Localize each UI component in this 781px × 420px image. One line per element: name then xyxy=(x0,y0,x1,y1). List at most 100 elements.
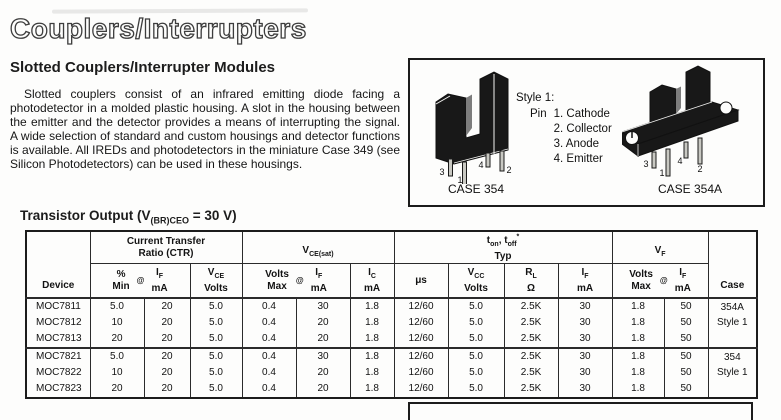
table-cell: 50 xyxy=(663,346,709,365)
table-cell: 0.4 xyxy=(241,314,296,331)
table-row: MOC7811 5.0 20 5.0 0.4 30 1.8 12/60 5.0 … xyxy=(26,296,758,348)
table-cell: 1.8 xyxy=(349,330,395,348)
table-cell: 30 xyxy=(557,296,613,315)
table-cell: 12/60 xyxy=(393,314,449,331)
table-cell: 12/60 xyxy=(393,330,449,348)
table-cell: 5.0 xyxy=(189,364,242,381)
table-cell: 30 xyxy=(557,314,613,331)
device-name: MOC7811 xyxy=(26,296,90,315)
table-cell: 2.5K xyxy=(503,364,559,381)
page-title: Couplers/Interrupters xyxy=(9,12,307,44)
col-header-ic: IC mA xyxy=(349,263,395,299)
col-header-rl: RL Ω xyxy=(503,263,559,299)
table-cell: 2.5K xyxy=(503,380,559,398)
table-cell: 5.0 xyxy=(89,346,144,365)
slotted-coupler-icon: 3 1 4 2 xyxy=(435,71,512,186)
table-cell: 5.0 xyxy=(189,314,242,331)
table-cell: 0.4 xyxy=(241,346,296,365)
slotted-coupler-flange-icon: 3 1 4 2 xyxy=(620,65,740,178)
col-header-vcc: VCC Volts xyxy=(447,263,505,299)
table-cell: 0.4 xyxy=(241,296,296,315)
table-cell: 1.8 xyxy=(611,364,665,381)
table-cell: 30 xyxy=(557,364,613,381)
pin-item: 3. Anode xyxy=(553,138,600,150)
table-cell: 1.8 xyxy=(349,364,395,381)
table-cell: 5.0 xyxy=(447,314,505,331)
table-cell: 5.0 xyxy=(447,330,505,348)
table-cell: 5.0 xyxy=(89,296,144,315)
table-cell: 2.5K xyxy=(503,314,559,331)
table-cell: 5.0 xyxy=(447,380,505,398)
table-cell: 20 xyxy=(295,314,350,331)
table-cell: 20 xyxy=(295,330,350,348)
table-cell: 50 xyxy=(663,314,709,331)
pin-number: 1 xyxy=(659,168,664,178)
table-cell: 1.8 xyxy=(611,346,665,365)
intro-paragraph: Slotted couplers consist of an infrared … xyxy=(10,87,400,172)
pin-number: 1 xyxy=(457,175,462,184)
pin-number: 4 xyxy=(478,160,483,170)
transistor-output-table: Device Current Transfer Ratio (CTR) VCE(s… xyxy=(25,230,759,399)
case-group-cell: 354 Style 1 xyxy=(707,346,758,398)
next-section-box xyxy=(408,402,753,420)
table-cell: 10 xyxy=(89,364,144,381)
table-row: MOC7821 5.0 20 5.0 0.4 30 1.8 12/60 5.0 … xyxy=(26,346,758,398)
table-cell: 1.8 xyxy=(349,296,395,315)
pin-number: 2 xyxy=(506,165,511,175)
col-header-us: μs xyxy=(393,263,449,299)
pin-item: 4. Emitter xyxy=(553,153,603,165)
table-cell: 12/60 xyxy=(393,380,449,398)
table-cell: 20 xyxy=(143,296,190,315)
table-cell: 20 xyxy=(89,380,144,398)
case-354-label: CASE 354 xyxy=(447,182,505,196)
table-cell: 12/60 xyxy=(393,364,449,381)
table-cell: 50 xyxy=(663,380,709,398)
table-cell: 1.8 xyxy=(349,380,395,398)
table-row: MOC7812 10 20 5.0 0.4 20 1.8 12/60 5.0 2… xyxy=(26,314,757,331)
table-cell: 50 xyxy=(663,364,709,381)
table-cell: 0.4 xyxy=(241,380,296,398)
pin-number: 3 xyxy=(439,167,444,177)
table-cell: 20 xyxy=(295,364,350,381)
case-354a-drawing: 3 1 4 2 xyxy=(620,64,758,189)
table-row: MOC7813 20 20 5.0 0.4 20 1.8 12/60 5.0 2… xyxy=(26,330,757,348)
col-header-device: Device xyxy=(26,231,90,299)
table-cell: 1.8 xyxy=(349,314,395,331)
device-name: MOC7822 xyxy=(36,366,82,378)
col-header-vf-volts-at-if: Volts Max @ IF mA xyxy=(611,263,709,299)
table-cell: 5.0 xyxy=(189,380,242,398)
table-title: Transistor Output (V(BR)CEO = 30 V) xyxy=(20,208,237,226)
group-header-vf: VF xyxy=(611,231,709,265)
pin-number: 3 xyxy=(643,159,648,169)
col-header-ctr-min-at-if: % Min @ IF mA xyxy=(89,263,190,299)
table-cell: 12/60 xyxy=(393,346,449,365)
table-row: MOC7822 10 20 5.0 0.4 20 1.8 12/60 5.0 2… xyxy=(26,364,757,381)
group-header-ton-toff: ton, toff* Typ xyxy=(393,231,613,265)
table-cell: 0.4 xyxy=(241,364,296,381)
table-cell: 20 xyxy=(295,380,350,398)
pin-word: Pin xyxy=(530,108,547,120)
pin-number: 2 xyxy=(697,164,702,174)
table-cell: 20 xyxy=(89,330,144,348)
device-name: MOC7812 xyxy=(36,316,82,328)
pin-legend: Style 1: Pin 1. Cathode 2. Collector 3. … xyxy=(516,91,612,167)
case-group-cell: 354A Style 1 xyxy=(707,296,758,348)
package-diagram-box: 3 1 4 2 CASE 354 Style 1: Pin 1. Cathode… xyxy=(408,58,765,207)
table-cell: 2.5K xyxy=(503,346,559,365)
table-cell: 5.0 xyxy=(189,330,242,348)
pin-number: 4 xyxy=(677,156,682,166)
group-header-ctr: Current Transfer Ratio (CTR) xyxy=(89,231,242,265)
table-cell: 30 xyxy=(557,380,613,398)
table-cell: 5.0 xyxy=(189,296,242,315)
table-cell: 20 xyxy=(143,330,190,348)
group-header-vcesat: VCE(sat) xyxy=(241,231,395,265)
table-cell: 20 xyxy=(143,346,190,365)
pin-item: 2. Collector xyxy=(553,123,612,135)
table-cell: 1.8 xyxy=(611,330,665,348)
table-row: MOC7823 20 20 5.0 0.4 20 1.8 12/60 5.0 2… xyxy=(26,380,757,398)
table-cell: 50 xyxy=(663,296,709,315)
table-cell: 20 xyxy=(143,380,190,398)
table-cell: 20 xyxy=(143,364,190,381)
table-cell: 2.5K xyxy=(503,296,559,315)
